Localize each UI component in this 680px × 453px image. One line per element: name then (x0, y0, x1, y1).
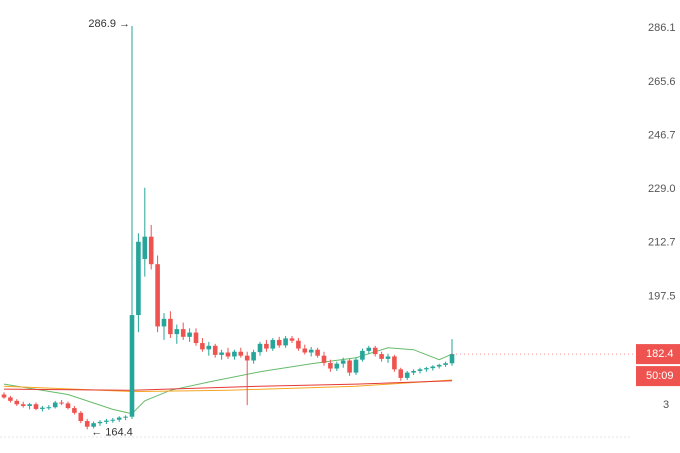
candle-body (129, 315, 135, 417)
candle-body (180, 329, 186, 337)
candle-body (206, 345, 212, 350)
countdown-label: 50:09 (646, 370, 674, 382)
candle-body (91, 423, 96, 427)
candle-body (212, 345, 218, 355)
candle-body (417, 369, 423, 371)
last-price-badge (636, 344, 680, 365)
last-price-label: 182.4 (646, 348, 674, 360)
candle-body (232, 351, 237, 357)
y-tick-label: 265.6 (648, 76, 676, 88)
high-annotation: 286.9 → (88, 18, 130, 30)
candle-body (8, 397, 13, 401)
low-annotation: ← 164.4 (91, 426, 133, 438)
candle-body (315, 349, 320, 356)
candle-body (136, 241, 141, 316)
candle-body (302, 348, 308, 353)
candle-body (161, 318, 167, 327)
candle-body (385, 356, 391, 359)
candle-body (52, 402, 58, 408)
candle-body (200, 343, 205, 350)
moving-average (3, 347, 453, 415)
candle-body (14, 400, 20, 405)
candle-body (404, 372, 410, 378)
candle-body (219, 352, 224, 355)
candle-body (289, 338, 295, 341)
candle-body (1, 394, 7, 398)
candle-body (46, 407, 52, 409)
candle-body (33, 404, 39, 409)
candle-body (110, 419, 116, 421)
candle-body (366, 347, 372, 351)
candle-body (360, 350, 365, 360)
candle-body (283, 338, 288, 346)
candle-body (84, 421, 90, 427)
candle-body (104, 420, 109, 422)
candle-body (430, 366, 436, 369)
candle-body (78, 412, 84, 422)
candle-body (251, 352, 256, 361)
candle-body (244, 355, 250, 361)
countdown-badge (636, 366, 680, 387)
y-tick-label: 197.5 (648, 290, 676, 302)
candle-body (148, 236, 154, 265)
y-tick-label: 286.1 (648, 22, 676, 34)
candle-body (436, 364, 442, 367)
candle-body (449, 354, 455, 364)
candle-body (340, 360, 346, 364)
candle-body (392, 356, 397, 370)
candle-body (257, 343, 263, 353)
candle-body (174, 329, 180, 335)
partial-tick-label: 3 (663, 399, 669, 411)
candle-body (321, 355, 327, 363)
y-tick-label: 229.0 (648, 183, 676, 195)
candle-body (40, 407, 45, 409)
candle-body (308, 349, 314, 353)
candle-body (187, 332, 192, 337)
candle-body (72, 408, 77, 413)
candle-body (276, 339, 282, 346)
moving-average (3, 380, 453, 391)
candle-body (411, 370, 416, 373)
candle-body (443, 363, 448, 365)
candle-body (116, 417, 122, 420)
candle-body (398, 369, 404, 378)
candle-body (59, 402, 64, 404)
y-tick-label: 212.7 (648, 237, 676, 249)
candle-body (353, 359, 359, 373)
candle-body (27, 404, 32, 406)
candle-body (20, 404, 26, 406)
candle-body (155, 264, 160, 327)
candle-body (372, 347, 378, 355)
candle-body (65, 403, 71, 409)
candle-body (168, 318, 173, 335)
candle-body (142, 236, 148, 259)
candle-body (238, 351, 244, 356)
candle-body (97, 421, 103, 424)
candle-body (424, 368, 429, 370)
candle-body (264, 343, 269, 349)
candle-body (123, 416, 128, 418)
candle-body (225, 352, 231, 357)
candle-body (193, 332, 199, 344)
candle-body (347, 360, 352, 373)
candle-body (379, 354, 384, 359)
candle-body (328, 362, 333, 369)
candle-body (296, 340, 301, 349)
candle-body (334, 363, 340, 369)
y-tick-label: 246.7 (648, 129, 676, 141)
candle-body (270, 339, 276, 349)
